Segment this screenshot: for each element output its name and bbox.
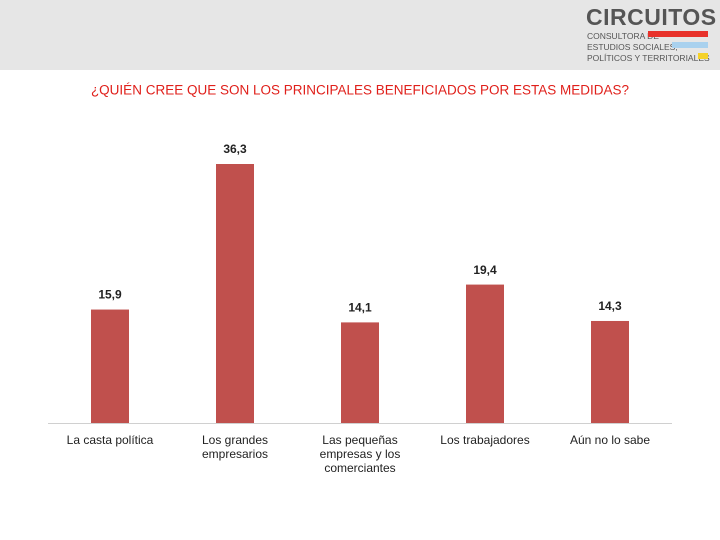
logo-bar	[672, 42, 708, 48]
logo-line: CONSULTORA DE	[587, 31, 659, 41]
value-label: 14,1	[348, 301, 372, 315]
x-tick-label: Los grandes empresarios	[201, 433, 269, 461]
logo-bar	[648, 31, 708, 37]
x-tick-label: Aún no lo sabe	[569, 433, 651, 447]
header-band	[0, 0, 720, 70]
value-label: 19,4	[473, 263, 497, 277]
value-label: 36,3	[223, 142, 247, 156]
bar	[341, 322, 379, 423]
bar	[216, 164, 254, 423]
logo-bar	[698, 53, 708, 59]
value-label: 14,3	[598, 299, 622, 313]
value-label: 15,9	[98, 288, 122, 302]
logo-name: CIRCUITOS	[586, 4, 717, 30]
x-tick-label: La casta política	[66, 433, 154, 447]
bar	[91, 309, 129, 423]
bar	[591, 320, 629, 423]
x-tick-label: Los trabajadores	[440, 433, 530, 447]
chart-title: ¿QUIÉN CREE QUE SON LOS PRINCIPALES BENE…	[91, 83, 629, 98]
logo-line: POLÍTICOS Y TERRITORIALES	[587, 53, 710, 63]
x-tick-label: Las pequeñas empresas y los comerciantes	[319, 433, 401, 475]
bar	[466, 284, 504, 423]
logo-line: ESTUDIOS SOCIALES,	[587, 42, 678, 52]
